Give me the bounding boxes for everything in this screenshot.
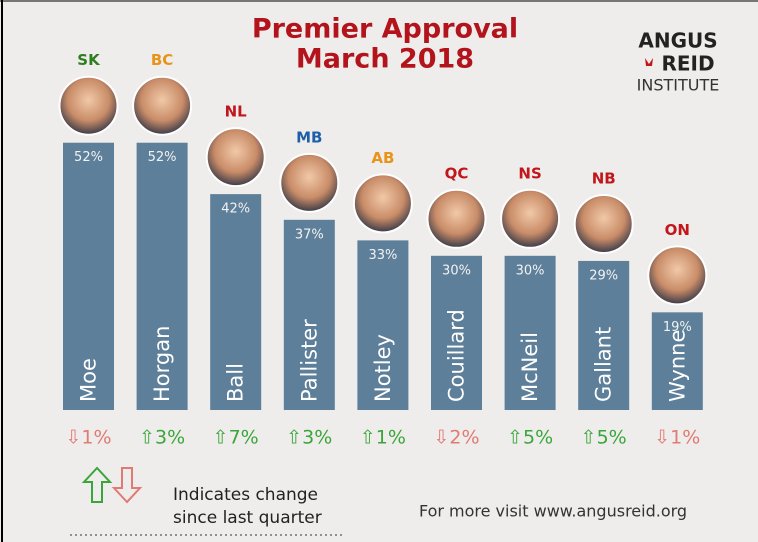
change-label: ⇧5% [507,427,553,449]
value-label: 19% [663,320,692,335]
province: BC [151,51,173,69]
value-label: 30% [516,263,545,278]
value-label: 42% [221,202,250,217]
bar [283,219,335,410]
portrait [426,188,487,249]
legend-down-arrow [111,467,143,504]
logo-leaf [645,58,653,66]
bar [357,240,409,410]
title: Premier Approval [252,14,518,45]
province: NB [592,169,616,187]
bar-name: Couillard [445,309,469,402]
change-label: ⇩1% [654,427,700,449]
portrait [132,75,193,136]
value-label: 52% [148,150,177,165]
logo-text: INSTITUTE [637,76,720,95]
bar-name: Horgan [150,326,174,402]
bar [210,194,262,410]
bar-name: Moe [77,358,101,402]
province: ON [665,221,690,239]
province: MB [296,128,322,146]
logo-text: REID [661,52,714,76]
province: NS [518,164,541,182]
change-label: ⇩1% [65,427,111,449]
bar [578,260,630,410]
bar-name: Gallant [592,327,616,402]
legend-text: Indicates change [173,485,318,505]
legend-up-arrow [81,466,113,503]
bar-name: Notley [371,334,395,402]
province: NL [225,103,248,121]
logo-text: ANGUS [638,29,717,53]
value-label: 37% [295,227,324,242]
legend-text: since last quarter [173,508,322,528]
change-label: ⇩2% [433,427,479,449]
portrait [647,245,708,306]
value-label: 30% [442,263,471,278]
province: AB [371,149,394,167]
bar [136,142,188,410]
change-label: ⇧3% [286,427,332,449]
portrait [58,75,119,136]
province: SK [77,51,101,69]
change-label: ⇧5% [581,427,627,449]
bar [431,255,482,410]
portrait [352,173,413,234]
bar-name: Pallister [297,319,321,402]
bar-name: Wynne [665,330,689,402]
bar-name: Ball [224,363,248,402]
portrait [573,193,634,254]
change-label: ⇧3% [139,427,185,449]
bar [63,142,114,410]
bar-name: McNeil [518,332,542,402]
value-label: 29% [589,268,618,283]
bar [504,255,556,410]
province: QC [445,164,469,182]
footer: For more visit www.angusreid.org [419,502,687,521]
value-label: 33% [368,248,397,263]
change-label: ⇧7% [213,427,259,449]
title: March 2018 [296,44,474,75]
value-label: 52% [74,150,103,165]
portrait [500,188,561,249]
portrait [205,127,266,188]
bar [651,312,703,410]
portrait [279,152,340,213]
change-label: ⇧1% [360,427,406,449]
